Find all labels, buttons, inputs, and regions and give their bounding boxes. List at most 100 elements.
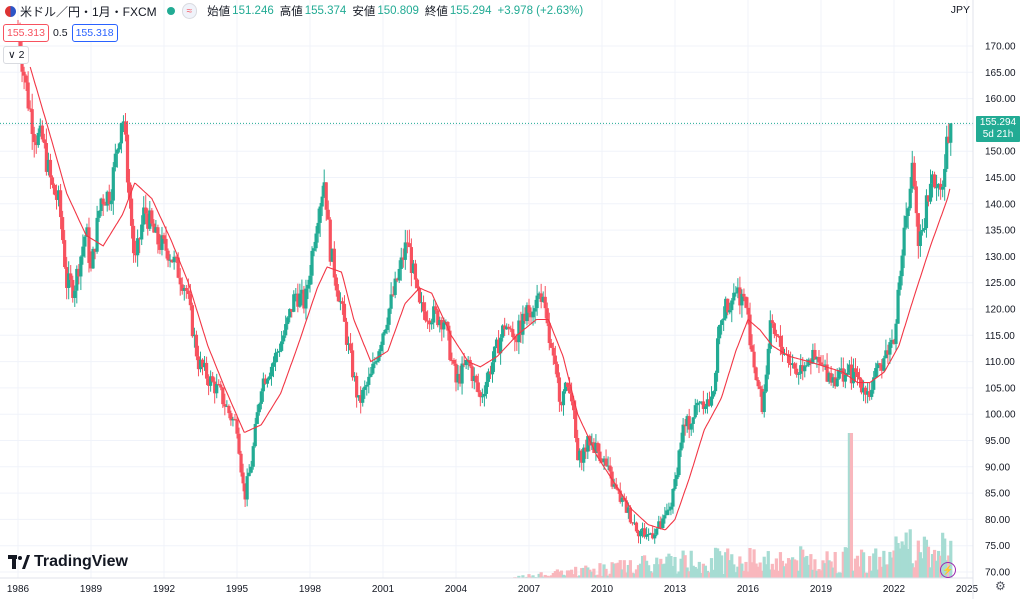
- candle-body: [229, 413, 233, 421]
- candle-body: [138, 238, 142, 240]
- candle-body: [125, 134, 130, 183]
- candle-body: [874, 368, 878, 378]
- candle-body: [679, 442, 683, 451]
- candle-body: [302, 289, 306, 309]
- candle-body: [523, 313, 527, 322]
- candle-body: [661, 518, 665, 529]
- candle-body: [829, 373, 833, 383]
- candle-body: [54, 194, 59, 200]
- currency-flag-icon: [5, 5, 16, 17]
- volume-bar: [636, 565, 641, 578]
- x-tick-label: 1995: [226, 584, 249, 595]
- sell-price-button[interactable]: 155.313: [3, 24, 49, 42]
- candle-body: [176, 257, 180, 278]
- candle-body: [166, 250, 170, 261]
- volume-bar: [914, 560, 918, 578]
- volume-bar: [857, 566, 862, 578]
- candle-body: [821, 364, 825, 366]
- candle-body: [286, 317, 290, 325]
- volume-bar: [669, 556, 673, 578]
- volume-bar: [584, 565, 588, 578]
- volume-bar: [574, 566, 578, 578]
- candle-body: [423, 311, 428, 321]
- volume-bar: [596, 574, 600, 578]
- candle-body: [791, 363, 795, 366]
- volume-bar: [736, 566, 740, 578]
- currency-label[interactable]: JPY: [950, 4, 970, 16]
- candle-body: [160, 235, 164, 250]
- volume-bar: [537, 573, 541, 578]
- indicator-collapse-button[interactable]: ∨ 2: [3, 46, 30, 64]
- candle-body: [565, 382, 570, 388]
- x-tick-label: 2019: [810, 584, 833, 595]
- candle-body: [906, 208, 910, 217]
- candle-body: [649, 533, 653, 535]
- lightning-icon[interactable]: ⚡: [940, 562, 956, 578]
- candle-body: [196, 356, 201, 370]
- candle-body: [567, 387, 572, 394]
- volume-bar: [799, 546, 803, 578]
- candle-body: [438, 319, 442, 326]
- volume-bar: [937, 550, 941, 578]
- candle-body: [537, 293, 541, 296]
- volume-bar: [527, 574, 531, 578]
- candle-body: [458, 373, 462, 384]
- candle-body: [419, 302, 424, 304]
- volume-bar: [754, 563, 758, 578]
- candle-body: [841, 368, 845, 382]
- candle-body: [320, 196, 324, 207]
- volume-bar: [626, 564, 630, 578]
- candle-body: [918, 231, 922, 246]
- volume-bar: [752, 549, 756, 578]
- candle-body: [659, 521, 663, 529]
- tradingview-logo[interactable]: TradingView: [8, 553, 128, 571]
- volume-bar: [606, 575, 610, 578]
- candle-body: [304, 288, 308, 309]
- candle-body: [492, 346, 497, 363]
- volume-bar: [630, 572, 635, 578]
- y-tick-label: 130.00: [985, 252, 1016, 263]
- symbol-title[interactable]: 米ドル／円・1月・FXCM: [20, 4, 157, 19]
- volume-bar: [742, 570, 746, 578]
- grid: [0, 0, 973, 578]
- candle-body: [817, 357, 821, 363]
- candle-body: [162, 235, 166, 239]
- volume-bar: [529, 576, 533, 578]
- candle-body: [539, 293, 543, 302]
- candle-body: [535, 295, 539, 309]
- volume-bar: [782, 566, 787, 578]
- x-tick-label: 2025: [956, 584, 979, 595]
- candle-body: [876, 363, 880, 369]
- volume-bar: [730, 554, 734, 578]
- volume-bar: [525, 576, 529, 578]
- candle-body: [454, 363, 458, 383]
- y-tick-label: 140.00: [985, 199, 1016, 210]
- candle-body: [932, 174, 937, 188]
- gear-icon[interactable]: ⚙: [995, 579, 1006, 593]
- candle-body: [711, 391, 716, 397]
- x-tick-label: 1992: [153, 584, 176, 595]
- candle-body: [949, 123, 953, 143]
- volume-bar: [778, 552, 783, 578]
- candle-body: [582, 447, 586, 463]
- candle-body: [336, 290, 340, 302]
- data-status-pill[interactable]: ≈: [181, 3, 198, 19]
- candle-body: [310, 250, 314, 276]
- candle-body: [340, 301, 345, 304]
- candle-body: [939, 183, 943, 190]
- candle-body: [395, 278, 399, 281]
- candle-body: [934, 187, 939, 189]
- candle-body: [85, 227, 89, 237]
- candle-body: [284, 324, 288, 336]
- volume-bar: [732, 564, 736, 578]
- candle-body: [675, 475, 679, 480]
- candle-body: [531, 311, 535, 318]
- volume-bar: [642, 555, 647, 578]
- candle-body: [444, 322, 448, 324]
- x-tick-label: 2016: [737, 584, 760, 595]
- candle-body: [280, 341, 284, 351]
- y-tick-label: 160.00: [985, 94, 1016, 105]
- volume-bar: [884, 564, 888, 578]
- buy-price-button[interactable]: 155.318: [71, 24, 118, 42]
